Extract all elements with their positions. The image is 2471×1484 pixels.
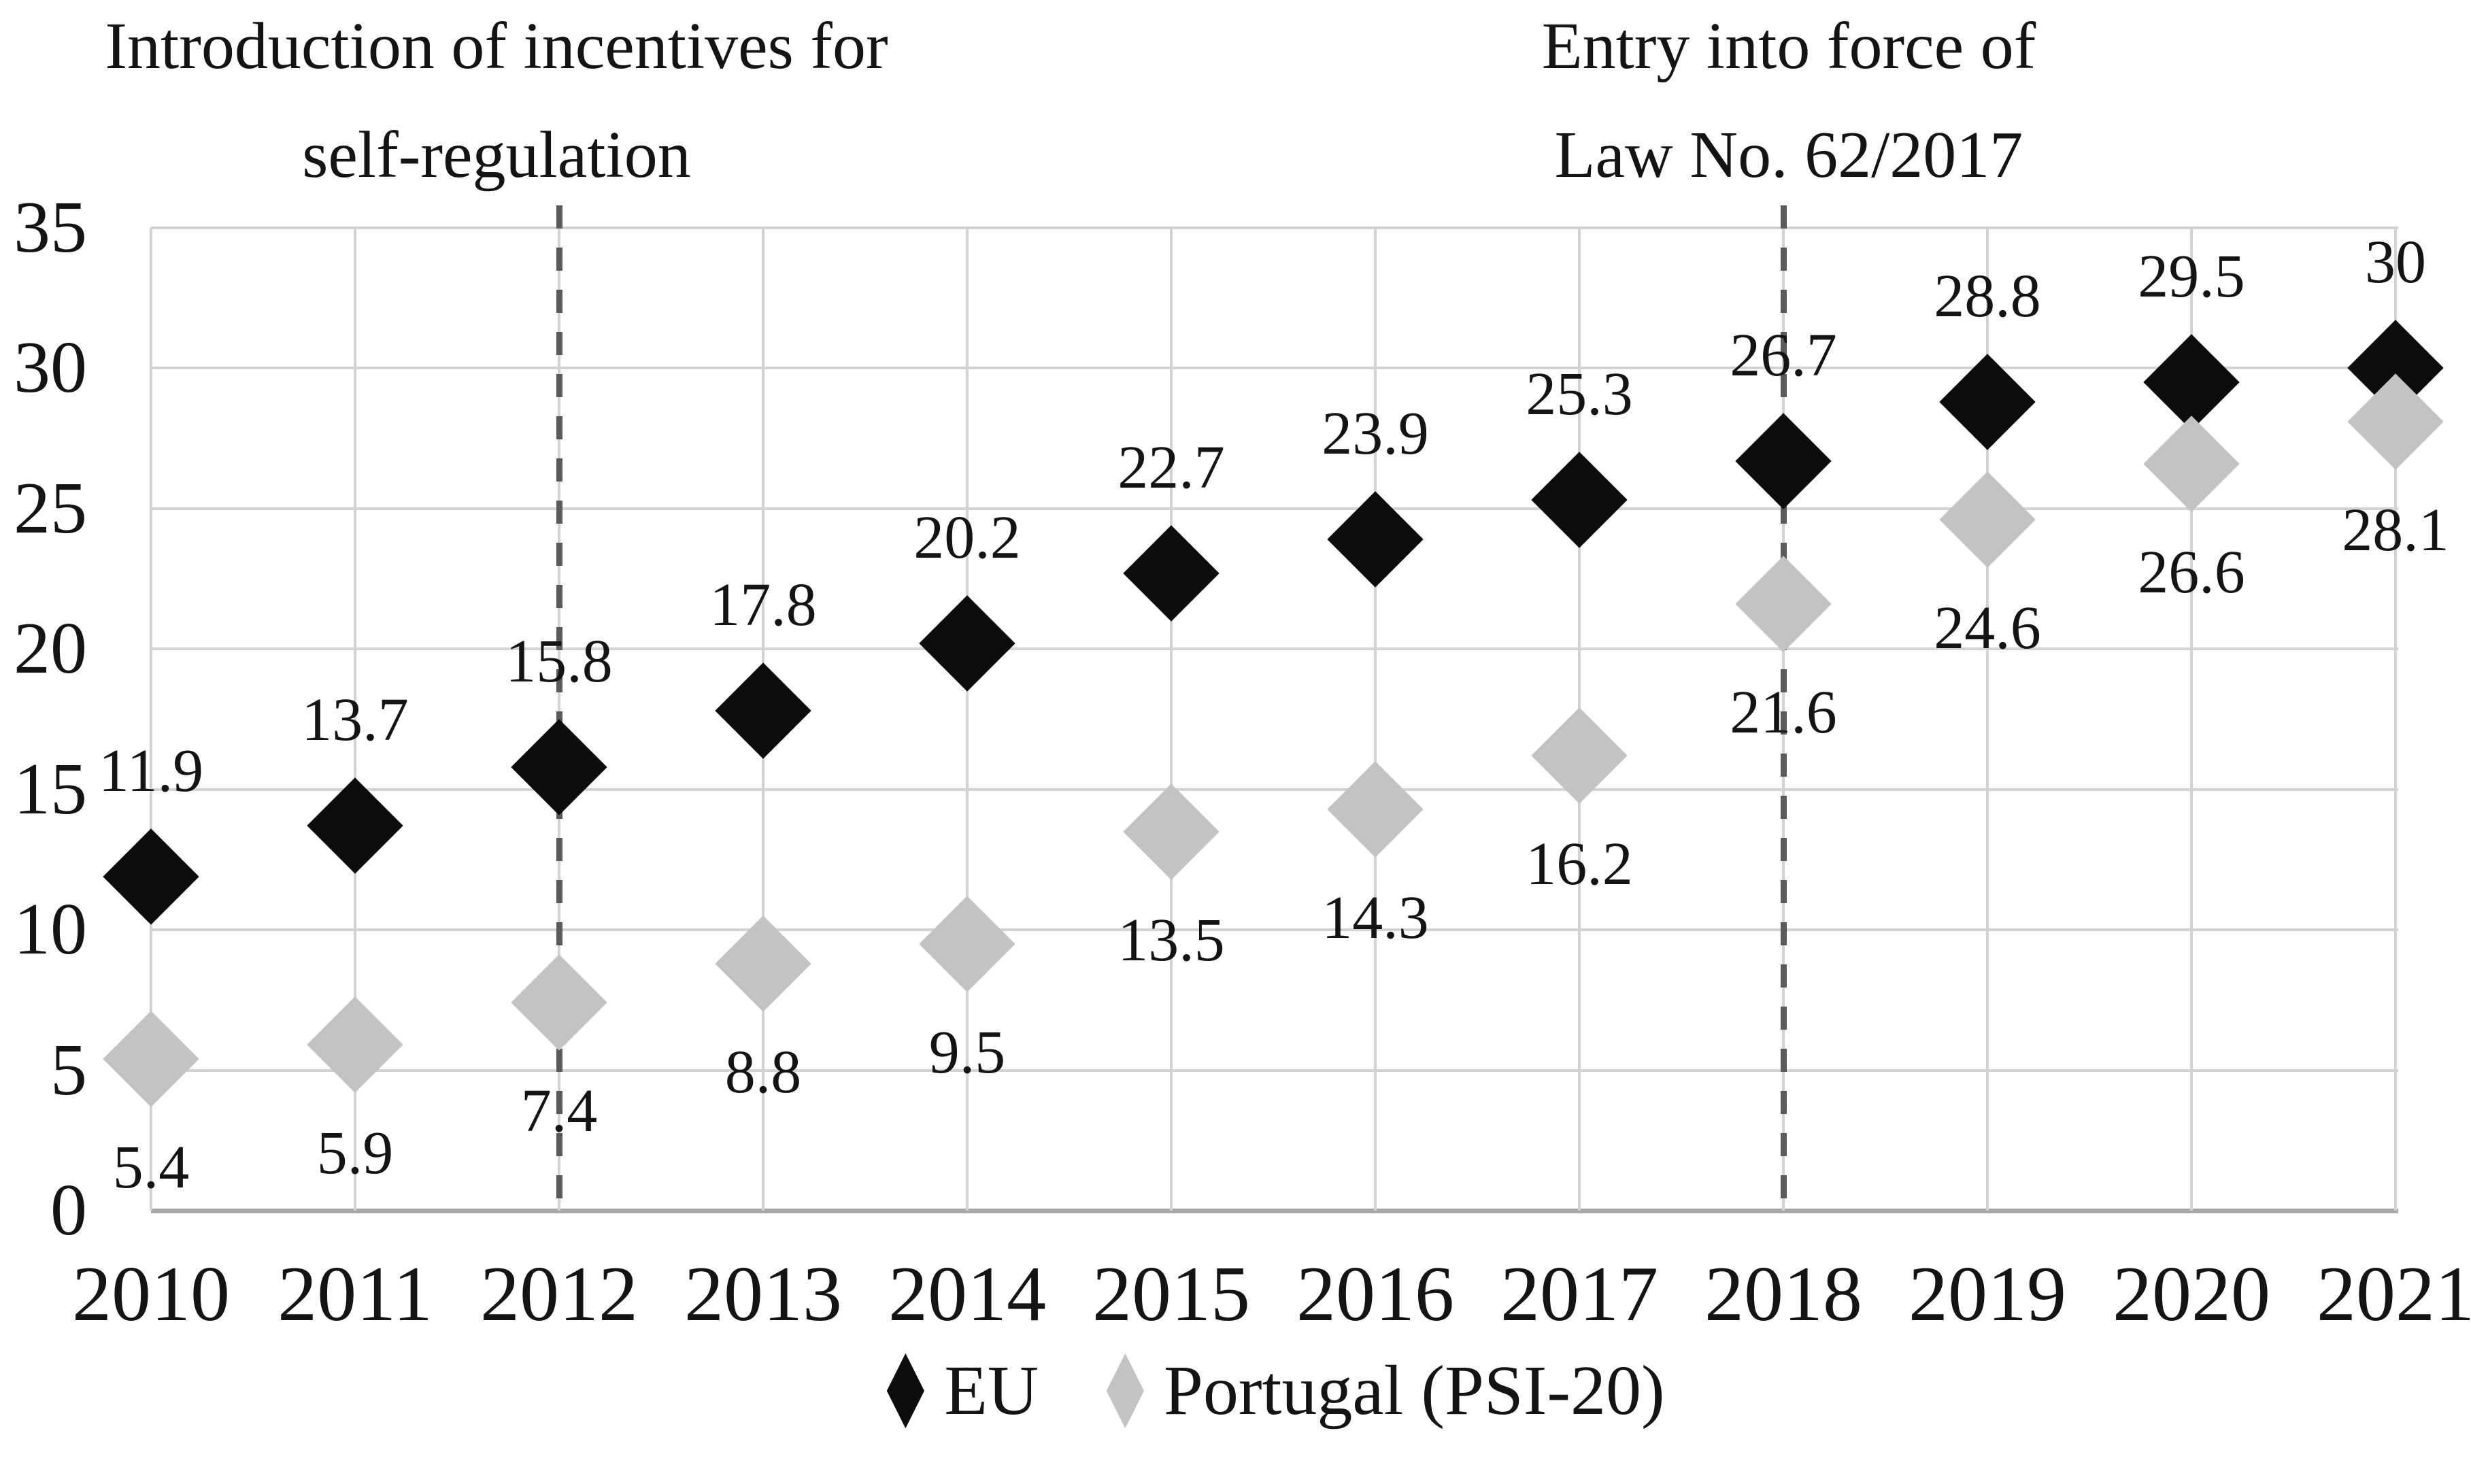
y-axis-tick-label: 30 bbox=[14, 327, 87, 409]
data-label: 28.8 bbox=[1934, 262, 2041, 330]
y-axis-tick-label: 15 bbox=[14, 748, 87, 830]
annotation-line-2: self-regulation bbox=[302, 118, 691, 192]
gridline bbox=[2190, 228, 2193, 1211]
data-point-marker bbox=[1327, 491, 1424, 588]
annotation-line-1: Introduction of incentives for bbox=[105, 10, 888, 83]
data-label: 24.6 bbox=[1934, 594, 2041, 662]
data-label: 8.8 bbox=[724, 1038, 802, 1106]
data-label: 11.9 bbox=[98, 737, 204, 805]
gridline bbox=[151, 367, 2398, 370]
data-label: 29.5 bbox=[2138, 243, 2245, 311]
data-point-marker bbox=[511, 954, 607, 1051]
gridline bbox=[966, 228, 969, 1211]
gridline bbox=[151, 788, 2398, 791]
data-point-marker bbox=[1123, 525, 1220, 622]
x-axis-tick-label: 2019 bbox=[1909, 1251, 2066, 1338]
data-label: 13.5 bbox=[1117, 906, 1225, 974]
gridline bbox=[1170, 228, 1173, 1211]
data-point-marker bbox=[919, 896, 1015, 992]
annotation-self-regulation: Introduction of incentives for self-regu… bbox=[105, 0, 888, 209]
x-axis-tick-label: 2017 bbox=[1500, 1251, 1658, 1338]
y-axis-tick-label: 20 bbox=[14, 608, 87, 690]
x-axis-tick-label: 2021 bbox=[2317, 1251, 2471, 1338]
reference-line-2018 bbox=[1781, 205, 1787, 1211]
data-label: 30 bbox=[2365, 229, 2426, 297]
data-label: 5.9 bbox=[316, 1119, 394, 1187]
eu-diamond-icon bbox=[886, 1353, 924, 1428]
data-label: 21.6 bbox=[1730, 679, 1837, 747]
data-label: 28.1 bbox=[2342, 496, 2449, 564]
reference-line-2012 bbox=[556, 205, 562, 1211]
y-axis-tick-label: 10 bbox=[14, 889, 87, 971]
x-axis-tick-label: 2015 bbox=[1092, 1251, 1250, 1338]
data-point-marker bbox=[1939, 471, 2036, 569]
gridline bbox=[151, 226, 2398, 229]
data-point-marker bbox=[103, 828, 199, 925]
data-point-marker bbox=[2347, 373, 2444, 470]
x-axis-tick-label: 2016 bbox=[1296, 1251, 1454, 1338]
gridline bbox=[151, 1068, 2398, 1072]
x-axis-tick-label: 2013 bbox=[684, 1251, 842, 1338]
gridline bbox=[1986, 228, 1989, 1211]
gridline bbox=[151, 647, 2398, 651]
data-point-marker bbox=[1327, 760, 1424, 858]
annotation-line-1: Entry into force of bbox=[1541, 10, 2036, 83]
data-label: 7.4 bbox=[520, 1077, 598, 1145]
data-label: 26.6 bbox=[2138, 538, 2245, 606]
data-label: 9.5 bbox=[928, 1018, 1006, 1086]
data-label: 14.3 bbox=[1322, 883, 1429, 951]
x-axis-tick-label: 2020 bbox=[2113, 1251, 2270, 1338]
data-label: 20.2 bbox=[913, 504, 1021, 572]
data-label: 25.3 bbox=[1526, 360, 1633, 428]
legend-item-eu: EU bbox=[879, 1350, 1039, 1431]
data-point-marker bbox=[1531, 452, 1628, 549]
legend-label-portugal: Portugal (PSI-20) bbox=[1164, 1351, 1665, 1430]
data-point-marker bbox=[1735, 412, 1832, 509]
data-label: 5.4 bbox=[112, 1134, 190, 1202]
y-axis-tick-label: 35 bbox=[14, 187, 87, 268]
legend-item-portugal: Portugal (PSI-20) bbox=[1098, 1350, 1665, 1431]
data-point-marker bbox=[1735, 556, 1832, 652]
x-axis-tick-label: 2010 bbox=[72, 1251, 230, 1338]
data-label: 16.2 bbox=[1526, 830, 1633, 898]
gridline bbox=[354, 228, 356, 1211]
data-point-marker bbox=[307, 996, 403, 1094]
x-axis-tick-label: 2014 bbox=[888, 1251, 1046, 1338]
portugal-diamond-icon bbox=[1106, 1353, 1144, 1428]
annotation-line-2: Law No. 62/2017 bbox=[1554, 118, 2023, 192]
data-label: 17.8 bbox=[709, 571, 817, 639]
legend-label-eu: EU bbox=[944, 1351, 1039, 1430]
gridline bbox=[151, 928, 2398, 932]
gridline bbox=[151, 507, 2398, 510]
data-label: 22.7 bbox=[1117, 433, 1225, 501]
data-point-marker bbox=[103, 1011, 199, 1107]
annotation-law-62-2017: Entry into force of Law No. 62/2017 bbox=[1542, 0, 2036, 209]
data-point-marker bbox=[1123, 783, 1220, 880]
y-axis-tick-label: 5 bbox=[50, 1029, 87, 1111]
data-point-marker bbox=[715, 662, 811, 759]
data-label: 23.9 bbox=[1322, 400, 1429, 468]
x-axis-tick-label: 2018 bbox=[1704, 1251, 1862, 1338]
y-axis-tick-label: 25 bbox=[14, 467, 87, 549]
data-point-marker bbox=[511, 718, 607, 815]
gridline bbox=[2394, 228, 2397, 1211]
legend: EU Portugal (PSI-20) bbox=[879, 1350, 1665, 1431]
data-label: 15.8 bbox=[505, 627, 613, 695]
gridline bbox=[150, 228, 152, 1211]
data-point-marker bbox=[2143, 416, 2240, 512]
data-point-marker bbox=[307, 777, 403, 875]
data-point-marker bbox=[919, 595, 1015, 692]
data-label: 26.7 bbox=[1730, 321, 1837, 389]
x-axis-tick-label: 2012 bbox=[480, 1251, 638, 1338]
x-axis-tick-label: 2011 bbox=[278, 1251, 433, 1338]
y-axis-tick-label: 0 bbox=[50, 1170, 87, 1251]
x-axis-line bbox=[151, 1209, 2398, 1213]
gridline bbox=[1374, 228, 1377, 1211]
data-label: 13.7 bbox=[301, 686, 409, 754]
